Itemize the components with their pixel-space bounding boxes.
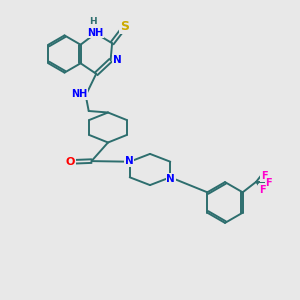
Text: F: F: [261, 171, 268, 182]
Text: N: N: [113, 55, 122, 65]
Text: H: H: [89, 17, 97, 26]
Text: NH: NH: [71, 89, 87, 99]
Text: S: S: [120, 20, 129, 33]
Text: N: N: [167, 174, 175, 184]
Text: F: F: [266, 178, 272, 188]
Text: F: F: [259, 185, 266, 195]
Text: NH: NH: [87, 28, 103, 38]
Text: O: O: [66, 157, 75, 167]
Text: N: N: [125, 156, 134, 166]
